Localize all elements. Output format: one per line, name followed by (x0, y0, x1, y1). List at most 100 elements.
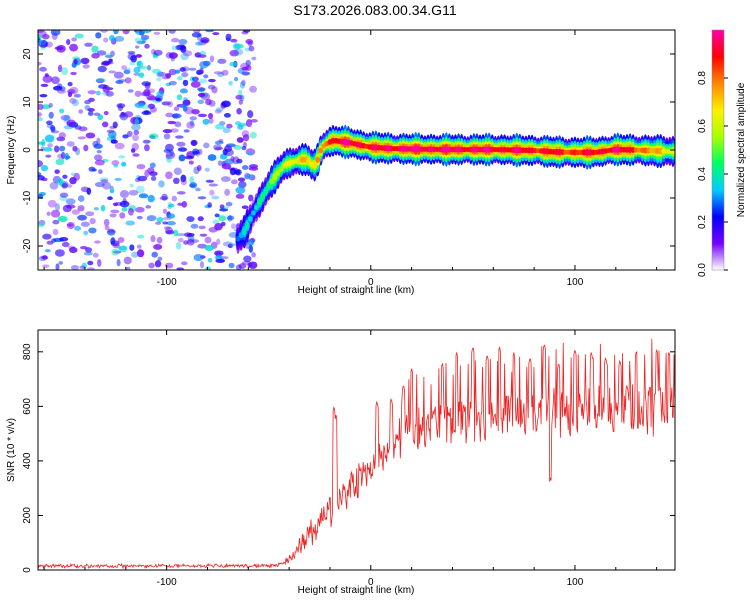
noise-blob (58, 132, 66, 139)
spectrogram-y-label: Frequency (Hz) (6, 116, 17, 185)
ridge-cell (260, 193, 266, 200)
noise-blob (167, 205, 172, 210)
noise-blob (54, 145, 60, 153)
noise-blob (154, 260, 162, 268)
spectrogram-x-ticks: -100 0 100 (43, 30, 658, 288)
colorbar: 0.0 0.2 0.4 0.6 0.8 Normalized spectral ampl… (697, 29, 747, 277)
noise-blob (91, 52, 100, 59)
noise-blob (96, 50, 107, 56)
noise-blob (170, 57, 175, 62)
noise-blob (117, 237, 125, 243)
noise-blob (113, 71, 124, 79)
noise-blob (104, 225, 110, 231)
noise-blob (97, 65, 107, 73)
noise-blob (200, 39, 209, 43)
noise-blob (153, 31, 161, 35)
spectrogram-y-ticks: -20 -10 0 10 20 (22, 48, 675, 253)
noise-blob (173, 229, 179, 237)
noise-blob (146, 65, 152, 71)
noise-blob (46, 120, 53, 126)
noise-blob (174, 69, 181, 74)
noise-blob (167, 213, 176, 219)
noise-blob (221, 163, 232, 170)
noise-blob (116, 258, 121, 267)
noise-blob (61, 241, 70, 248)
noise-blob (228, 80, 233, 86)
noise-blob (100, 204, 106, 212)
noise-blob (101, 60, 111, 66)
noise-blob (190, 139, 197, 146)
noise-blob (207, 84, 216, 90)
noise-blob (83, 251, 93, 256)
noise-blob (188, 67, 197, 71)
noise-blob (204, 167, 210, 172)
noise-blob (134, 90, 142, 97)
spectrogram-x-tick-label: 0 (368, 277, 374, 288)
noise-blob (144, 144, 150, 152)
snr-series-line (38, 338, 675, 570)
noise-blob (215, 107, 224, 112)
noise-blob (84, 42, 93, 47)
noise-blob (49, 181, 59, 190)
noise-blob (218, 139, 224, 143)
snr-y-ticks: 0 200 400 600 800 (22, 343, 675, 573)
noise-blob (176, 94, 183, 101)
noise-blob (87, 90, 97, 95)
noise-blob (181, 201, 188, 208)
snr-x-tick-label: -100 (157, 577, 177, 588)
noise-blob (41, 40, 47, 48)
noise-blob (231, 179, 238, 185)
noise-blob (249, 131, 257, 139)
noise-blob (189, 181, 198, 189)
noise-blob (238, 99, 244, 105)
snr-y-tick-label: 0 (22, 567, 33, 573)
noise-blob (182, 106, 188, 112)
noise-blob (241, 205, 249, 210)
noise-blob (215, 258, 225, 263)
noise-blob (236, 137, 244, 143)
noise-blob (78, 109, 83, 114)
noise-blob (39, 66, 47, 72)
noise-blob (71, 37, 77, 42)
noise-blob (156, 71, 165, 78)
noise-blob (138, 65, 148, 70)
noise-blob (176, 233, 186, 237)
noise-blob (214, 146, 224, 151)
noise-blob (93, 143, 103, 149)
noise-blob (50, 209, 61, 218)
noise-blob (136, 163, 146, 170)
noise-blob (135, 206, 145, 213)
figure-title: S173.2026.083.00.34.G11 (293, 2, 456, 18)
noise-blob (44, 134, 55, 143)
noise-blob (217, 161, 224, 165)
noise-blob (205, 98, 212, 106)
noise-blob (55, 177, 63, 186)
noise-blob (171, 113, 182, 119)
noise-blob (59, 108, 65, 114)
snr-y-tick-label: 600 (22, 398, 33, 415)
noise-blob (205, 179, 215, 183)
noise-blob (197, 99, 205, 105)
ridge-cell (235, 235, 241, 242)
noise-blob (129, 244, 135, 251)
noise-blob (114, 177, 122, 181)
noise-blob (168, 80, 177, 86)
noise-blob (54, 249, 65, 257)
noise-blob (186, 216, 195, 222)
noise-blob (214, 140, 224, 145)
noise-blob (74, 33, 84, 39)
noise-blob (177, 76, 183, 81)
noise-blob (208, 99, 216, 107)
noise-blob (165, 51, 174, 59)
noise-blob (165, 112, 174, 118)
spectrogram-y-tick-label: 10 (22, 96, 33, 108)
noise-blob (47, 199, 57, 208)
noise-blob (190, 223, 199, 229)
noise-blob (175, 135, 184, 139)
noise-blob (58, 261, 63, 265)
colorbar-gradient-bar (712, 30, 724, 270)
noise-blob (138, 72, 145, 78)
noise-blob (186, 238, 195, 246)
noise-blob (188, 160, 194, 165)
